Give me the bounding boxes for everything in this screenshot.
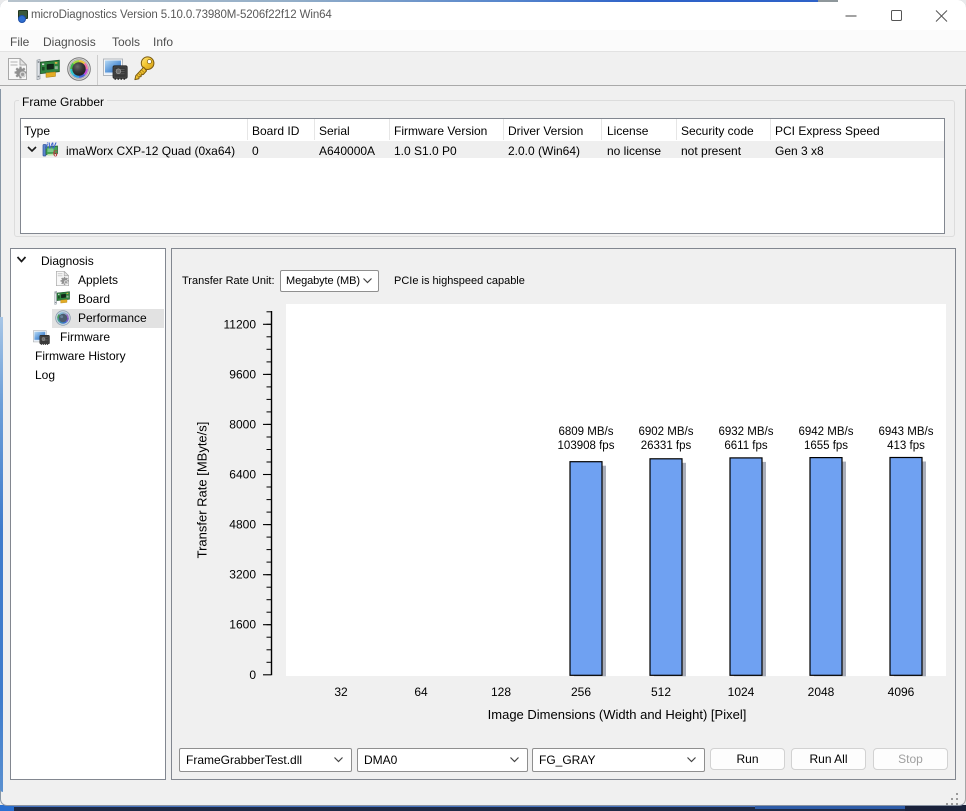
svg-text:64: 64	[414, 685, 428, 699]
svg-text:1024: 1024	[728, 685, 755, 699]
svg-text:26331 fps: 26331 fps	[641, 440, 692, 452]
svg-text:11200: 11200	[224, 317, 257, 331]
svg-text:Image Dimensions (Width and He: Image Dimensions (Width and Height) [Pix…	[488, 707, 747, 722]
svg-text:Transfer Rate [MByte/s]: Transfer Rate [MByte/s]	[195, 422, 210, 559]
svg-text:2048: 2048	[808, 685, 835, 699]
svg-text:103908 fps: 103908 fps	[558, 440, 615, 452]
svg-text:6942 MB/s: 6942 MB/s	[799, 426, 854, 438]
svg-text:6809 MB/s: 6809 MB/s	[559, 426, 614, 438]
svg-text:3200: 3200	[229, 568, 256, 582]
svg-text:8000: 8000	[229, 417, 256, 431]
svg-text:32: 32	[334, 685, 348, 699]
svg-text:4096: 4096	[888, 685, 915, 699]
svg-text:1600: 1600	[229, 618, 256, 632]
svg-text:0: 0	[249, 668, 256, 682]
svg-text:512: 512	[651, 685, 671, 699]
svg-text:6400: 6400	[229, 468, 256, 482]
svg-text:6611 fps: 6611 fps	[724, 440, 768, 452]
svg-text:1655 fps: 1655 fps	[804, 440, 848, 452]
svg-text:6902 MB/s: 6902 MB/s	[639, 426, 694, 438]
svg-text:128: 128	[491, 685, 511, 699]
svg-text:6932 MB/s: 6932 MB/s	[719, 426, 774, 438]
svg-text:413 fps: 413 fps	[887, 440, 925, 452]
svg-text:4800: 4800	[229, 518, 256, 532]
svg-text:6943 MB/s: 6943 MB/s	[879, 426, 934, 438]
svg-text:9600: 9600	[229, 367, 256, 381]
svg-text:256: 256	[571, 685, 591, 699]
